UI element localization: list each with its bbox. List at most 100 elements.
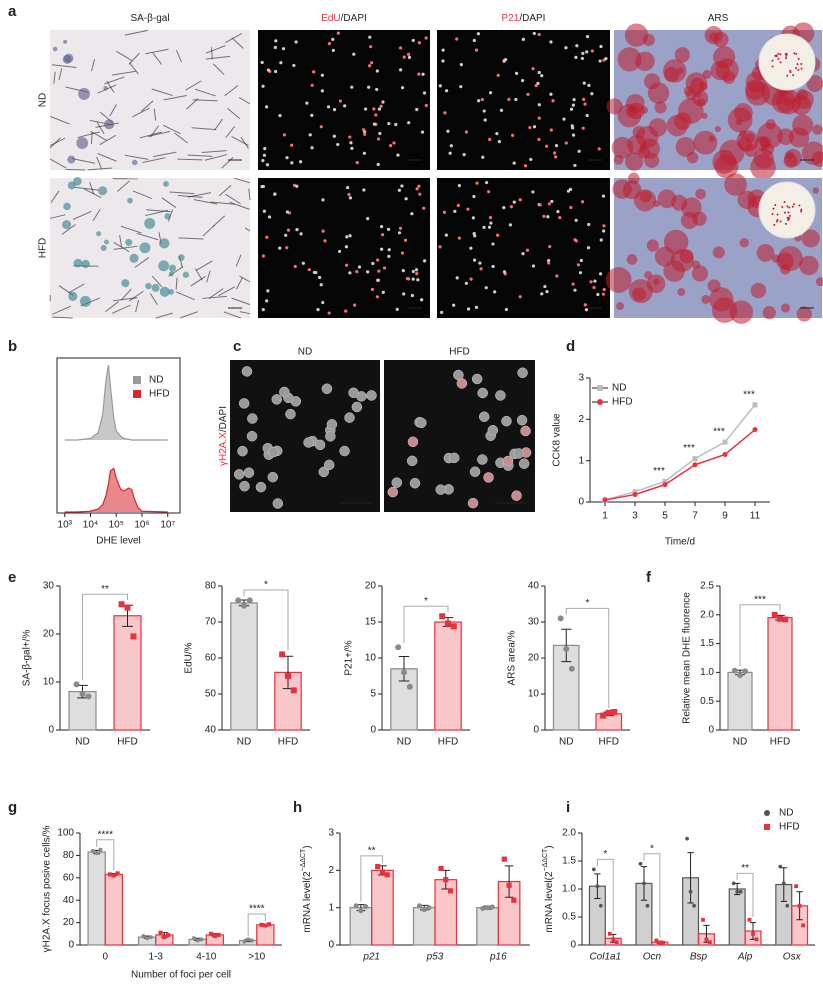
nucleus (320, 73, 324, 77)
inset-spot (777, 57, 780, 60)
nucleus (284, 233, 288, 237)
data-point (752, 427, 758, 433)
x-tick-label: p16 (489, 952, 507, 963)
nodule (611, 136, 634, 159)
nucleus (378, 131, 382, 136)
stain (73, 176, 82, 186)
nucleus (453, 369, 464, 381)
fiber (147, 130, 171, 138)
nucleus (353, 303, 357, 307)
nucleus (545, 144, 549, 148)
data-point (607, 931, 612, 936)
data-point (781, 881, 786, 886)
nucleus (375, 69, 379, 73)
nodule (780, 303, 790, 313)
nodule (714, 125, 721, 133)
nucleus (577, 149, 581, 153)
nucleus (348, 271, 352, 275)
significance-label: * (264, 580, 268, 591)
y-tick-label: 3 (578, 373, 584, 384)
nucleus (504, 57, 508, 62)
fiber (49, 158, 67, 169)
nucleus (604, 57, 608, 61)
nucleus (416, 278, 420, 282)
nucleus (312, 70, 316, 74)
data-point (358, 908, 364, 914)
fiber (151, 275, 163, 288)
nucleus (295, 184, 299, 188)
stain (103, 86, 108, 91)
inset-spot (792, 74, 795, 77)
nucleus (556, 210, 560, 214)
nucleus (471, 373, 483, 385)
nucleus (483, 472, 494, 483)
data-point (654, 938, 659, 943)
data-point (98, 847, 103, 852)
nucleus (547, 258, 551, 263)
data-point (801, 923, 806, 928)
data-point (443, 877, 449, 883)
image-background (258, 178, 430, 318)
nucleus (424, 36, 428, 40)
nodule (708, 135, 715, 142)
data-point (731, 881, 736, 886)
error-bar (504, 865, 514, 898)
nucleus (517, 367, 528, 379)
nucleus (286, 228, 291, 232)
nucleus (285, 156, 289, 160)
x-tick-label: Col1a1 (589, 952, 621, 963)
data-point (598, 903, 603, 908)
inset-spot (771, 59, 774, 62)
inset-spot (779, 220, 782, 223)
nucleus (469, 466, 481, 478)
nucleus (580, 56, 584, 61)
density-curve (64, 364, 168, 441)
nucleus (387, 248, 391, 252)
data-point (595, 884, 600, 889)
nucleus (495, 390, 506, 401)
nucleus (299, 232, 303, 236)
nucleus (307, 268, 311, 272)
y-tick-label: 70 (205, 617, 217, 628)
inset-spot (774, 203, 777, 206)
bar (256, 924, 275, 946)
fiber (224, 85, 239, 97)
y-axis-label: EdU/% (184, 642, 195, 673)
y-tick-label: 1 (578, 455, 584, 466)
data-point (611, 709, 618, 715)
nucleus (489, 91, 493, 95)
nucleus (518, 458, 530, 469)
fiber (124, 154, 149, 160)
panel-letter: i (566, 799, 570, 816)
x-tick-label: 10⁶ (134, 520, 149, 531)
data-point (794, 884, 799, 889)
significance-label: ** (101, 584, 109, 595)
nucleus (582, 97, 586, 101)
micrograph (258, 30, 430, 170)
fiber (176, 50, 182, 63)
y-tick-label: 0 (570, 940, 576, 951)
inset-spot (795, 67, 798, 70)
nucleus (598, 59, 602, 63)
fiber (77, 131, 100, 139)
nucleus (473, 234, 477, 238)
nucleus (417, 184, 421, 188)
nucleus (515, 71, 519, 76)
inset-spot (786, 205, 789, 208)
fiber (151, 88, 173, 97)
nucleus (478, 411, 490, 422)
bar (595, 713, 623, 731)
nucleus (477, 99, 481, 103)
fiber (65, 168, 86, 171)
data-point (692, 456, 698, 462)
nucleus (423, 259, 427, 263)
y-tick-label: 20 (63, 917, 75, 928)
inset-spot (788, 206, 791, 209)
nucleus (422, 91, 427, 95)
y-tick-label: 10 (43, 677, 55, 688)
nucleus (237, 445, 248, 457)
nucleus (336, 31, 340, 35)
nucleus (442, 210, 447, 214)
stain (163, 181, 169, 187)
